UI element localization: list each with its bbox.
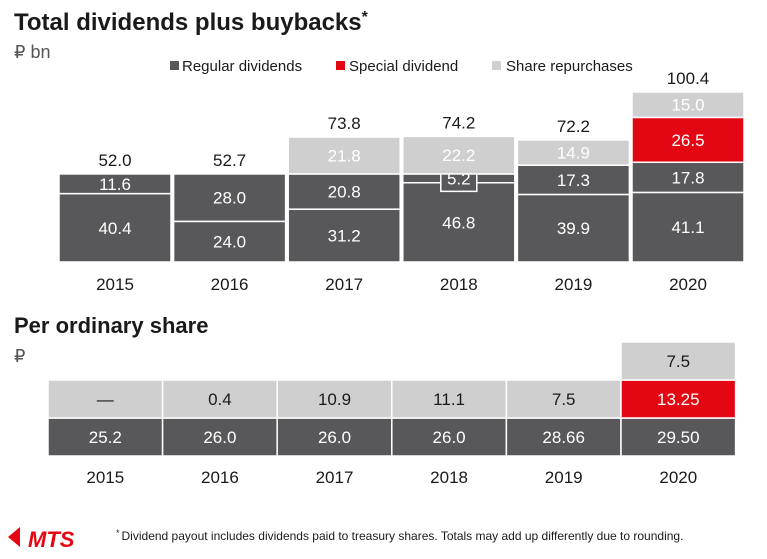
segment-label-2020-2: 17.8 <box>671 168 704 187</box>
segment-label-2016-2: 28.0 <box>213 189 246 208</box>
bar-segment-2015-2 <box>58 173 172 195</box>
table-value-2017-row1: 26.0 <box>318 428 351 447</box>
total-label-2020: 100.4 <box>667 69 710 88</box>
bar-segment-2017-3 <box>287 136 401 175</box>
table-cell-2017-row1 <box>276 417 393 457</box>
table-cell-2020-row1 <box>620 417 737 457</box>
bar-segment-2019-1 <box>516 193 631 263</box>
table-value-2020-row3: 7.5 <box>666 352 690 371</box>
segment-label-2020-4: 15.0 <box>671 96 704 115</box>
table-value-2019-row2: 7.5 <box>552 390 576 409</box>
legend-label-repurchase: Share repurchases <box>506 58 633 75</box>
table-value-2018-row1: 26.0 <box>433 428 466 447</box>
table-value-2020-row1: 29.50 <box>657 428 700 447</box>
chart-title: Total dividends plus buybacks* <box>14 9 369 36</box>
unit-label: ₽ bn <box>14 42 50 62</box>
table-year-2019: 2019 <box>545 468 583 487</box>
bar-segment-2017-1 <box>287 208 401 263</box>
table-year-2015: 2015 <box>86 468 124 487</box>
footnote: * Dividend payout includes dividends paid… <box>116 528 683 543</box>
x-tick-label-2016: 2016 <box>211 275 249 294</box>
logo-text: MTS <box>28 527 75 552</box>
table-value-2015-row2: — <box>97 390 114 409</box>
legend-swatch-special <box>336 61 345 70</box>
stacked-bars: 40.4 11.6 52.0 2015 24.0 28.0 52.7 2016 31.2 20.8… <box>58 69 745 294</box>
x-tick-label-2020: 2020 <box>669 275 707 294</box>
x-tick-label-2017: 2017 <box>325 275 363 294</box>
total-label-2016: 52.7 <box>213 151 246 170</box>
bar-segment-2016-2 <box>172 173 287 223</box>
segment-label-2020-1: 41.1 <box>671 218 704 237</box>
segment-label-2015-1: 40.4 <box>98 219 131 238</box>
bar-segment-2018-1 <box>402 182 516 263</box>
bar-segment-2020-2 <box>631 161 745 194</box>
legend-label-special: Special dividend <box>349 58 458 75</box>
table-value-2017-row2: 10.9 <box>318 390 351 409</box>
x-tick-label-2018: 2018 <box>440 275 478 294</box>
x-tick-label-2015: 2015 <box>96 275 134 294</box>
table-year-2018: 2018 <box>430 468 468 487</box>
table-year-2017: 2017 <box>316 468 354 487</box>
table-value-2019-row1: 28.66 <box>542 428 585 447</box>
segment-label-2020-3: 26.5 <box>671 131 704 150</box>
bar-segment-2020-3 <box>631 116 745 164</box>
total-label-2018: 74.2 <box>442 113 475 132</box>
table-year-2016: 2016 <box>201 468 239 487</box>
segment-label-2016-1: 24.0 <box>213 233 246 252</box>
x-tick-label-2019: 2019 <box>554 275 592 294</box>
segment-label-2018-3: 22.2 <box>442 146 475 165</box>
table-cell-2015-row2 <box>47 379 164 419</box>
total-label-2015: 52.0 <box>98 151 131 170</box>
legend: Regular dividends Special dividend Share… <box>170 58 633 75</box>
legend-swatch-regular <box>170 61 179 70</box>
legend-label-regular: Regular dividends <box>182 58 302 75</box>
bar-segment-2020-1 <box>631 191 745 263</box>
logo-mark-icon <box>8 527 20 547</box>
table-value-2016-row2: 0.4 <box>208 390 232 409</box>
table-value-2018-row2: 11.1 <box>433 390 465 409</box>
bar-segment-2015-1 <box>58 192 172 263</box>
segment-label-2017-2: 20.8 <box>328 183 361 202</box>
per-share-title: Per ordinary share <box>14 313 208 338</box>
segment-label-2019-2: 17.3 <box>557 171 590 190</box>
segment-label-2019-1: 39.9 <box>557 219 590 238</box>
table-year-2020: 2020 <box>659 468 697 487</box>
total-label-2019: 72.2 <box>557 117 590 136</box>
segment-label-2018-1: 46.8 <box>442 213 475 232</box>
total-label-2017: 73.8 <box>328 114 361 133</box>
segment-label-2017-3: 21.8 <box>328 146 361 165</box>
table-cell-2020-row3 <box>620 341 737 381</box>
table-value-2016-row1: 26.0 <box>203 428 236 447</box>
bar-segment-2018-3 <box>402 135 516 175</box>
per-share-table: 25.2 26.0 26.0 26.0 28.66 29.50 — 0.4 10.9 11.1 7.… <box>47 341 737 487</box>
legend-swatch-repurchase <box>492 61 501 70</box>
mts-logo: MTS <box>8 527 75 552</box>
segment-label-2015-2: 11.6 <box>99 175 131 194</box>
table-cell-2017-row2 <box>276 379 393 419</box>
bar-segment-2019-3 <box>516 139 631 166</box>
per-share-unit: ₽ <box>14 346 25 366</box>
bar-segment-2020-4 <box>631 91 745 119</box>
segment-label-2017-1: 31.2 <box>328 227 361 246</box>
table-cell-2019-row1 <box>505 417 622 457</box>
table-cell-2018-row2 <box>391 379 508 419</box>
table-value-2020-row2: 13.25 <box>657 390 700 409</box>
table-cell-2020-row2 <box>620 379 737 419</box>
table-cell-2018-row1 <box>391 417 508 457</box>
table-value-2015-row1: 25.2 <box>89 428 122 447</box>
segment-label-2019-3: 14.9 <box>557 144 590 163</box>
